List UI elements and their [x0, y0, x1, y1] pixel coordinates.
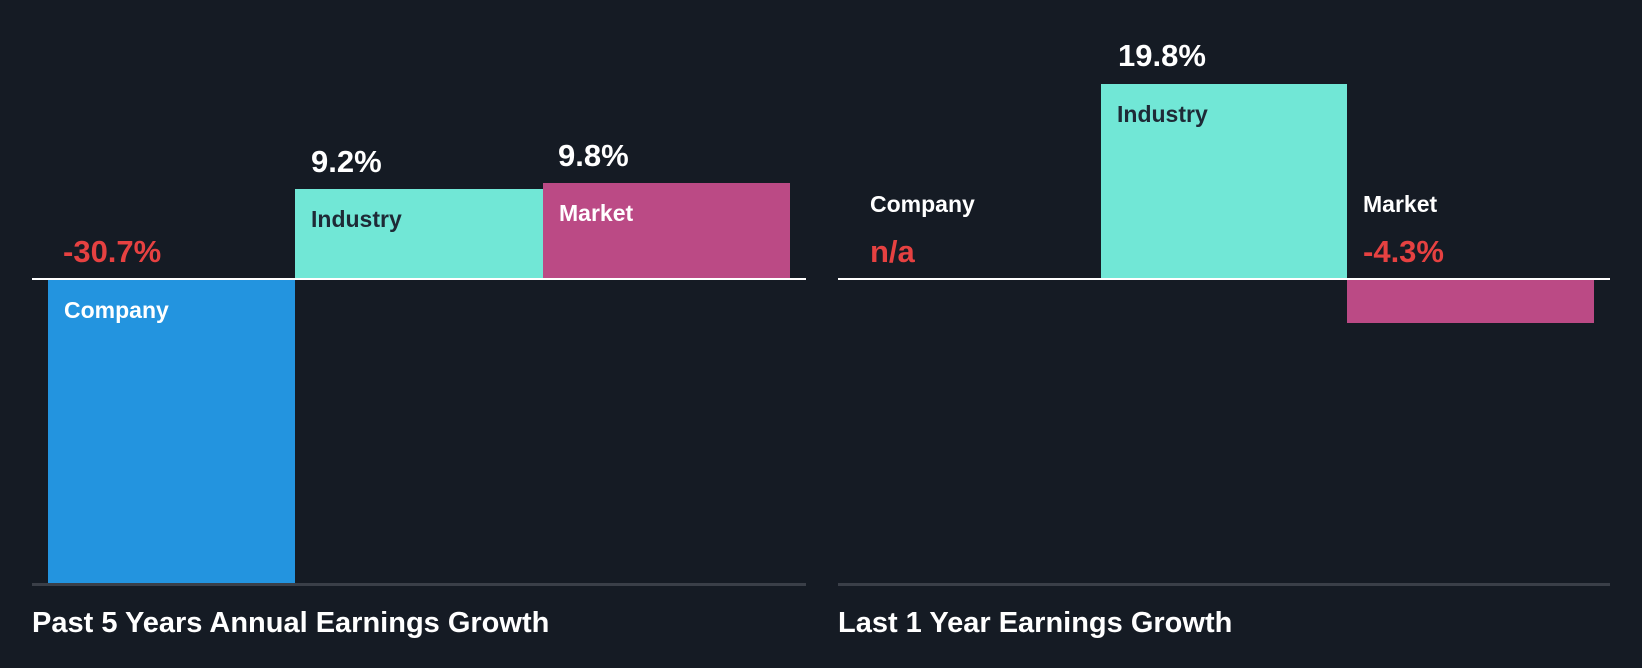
bar-industry: [1101, 84, 1347, 279]
value-market: -4.3%: [1363, 234, 1444, 269]
bar-label-industry: Industry: [311, 206, 402, 232]
bar-industry: [295, 189, 543, 279]
bar-market: [543, 183, 790, 279]
value-market: 9.8%: [558, 138, 629, 173]
zero-line: [838, 278, 1610, 280]
x-axis: [32, 583, 806, 586]
value-company: n/a: [870, 234, 915, 269]
bar-label-company: Company: [64, 297, 169, 323]
x-axis: [838, 583, 1610, 586]
zero-line: [32, 278, 806, 280]
bar-label-industry: Industry: [1117, 101, 1208, 127]
value-company: -30.7%: [63, 234, 162, 269]
bar-label-market: Market: [559, 200, 634, 226]
bar-label-market: Market: [1363, 191, 1438, 217]
bar-market: [1347, 279, 1594, 323]
bar-company: [48, 279, 295, 585]
value-industry: 9.2%: [311, 144, 382, 179]
bar-label-company: Company: [870, 191, 975, 217]
chart-title: Past 5 Years Annual Earnings Growth: [32, 607, 550, 639]
value-industry: 19.8%: [1118, 38, 1206, 73]
chart-title: Last 1 Year Earnings Growth: [838, 607, 1233, 639]
